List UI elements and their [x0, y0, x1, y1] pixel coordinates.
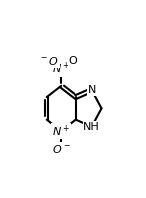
Text: $O^-$: $O^-$ — [52, 143, 71, 155]
Text: $N^+$: $N^+$ — [52, 123, 70, 139]
Text: $^-O$: $^-O$ — [39, 55, 60, 67]
Text: $N^+$: $N^+$ — [52, 61, 70, 76]
Text: NH: NH — [83, 122, 100, 132]
Text: O: O — [69, 56, 78, 66]
Text: N: N — [87, 85, 96, 95]
